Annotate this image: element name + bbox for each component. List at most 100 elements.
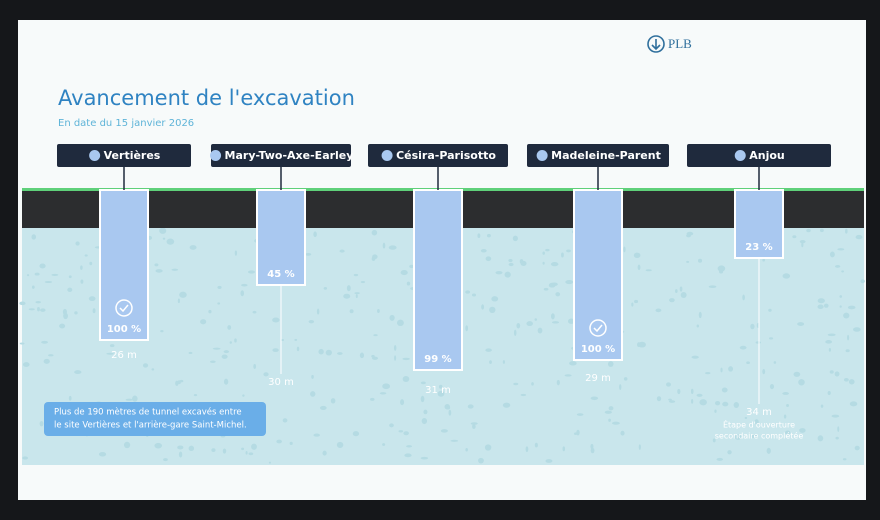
soil-dot xyxy=(75,241,80,246)
soil-dot xyxy=(623,246,626,253)
soil-dot xyxy=(619,384,622,390)
soil-dot xyxy=(234,250,238,256)
soil-dot xyxy=(576,413,584,416)
soil-dot xyxy=(125,398,133,401)
soil-dot xyxy=(37,307,40,312)
soil-dot xyxy=(323,287,328,290)
soil-dot xyxy=(106,352,114,355)
logo: PLB xyxy=(647,35,692,53)
depth-label: 30 m xyxy=(268,377,294,388)
soil-dot xyxy=(396,319,404,327)
soil-dot xyxy=(853,327,861,332)
soil-dot xyxy=(402,357,410,361)
station-dot xyxy=(536,150,548,161)
progress-label: 100 % xyxy=(581,344,615,355)
soil-dot xyxy=(322,450,327,456)
soil-dot xyxy=(656,396,662,402)
soil-dot xyxy=(88,296,96,302)
soil-dot xyxy=(123,441,131,449)
soil-dot xyxy=(163,458,168,462)
soil-dot xyxy=(699,399,707,406)
soil-dot xyxy=(786,403,789,408)
soil-dot xyxy=(177,445,184,450)
soil-dot xyxy=(379,392,387,395)
soil-dot xyxy=(855,234,863,240)
soil-dot xyxy=(223,350,230,354)
soil-dot xyxy=(151,368,155,371)
soil-dot xyxy=(827,391,831,396)
note-line: le site Vertières et l'arrière-gare Sain… xyxy=(54,420,247,431)
soil-dot xyxy=(296,346,300,352)
soil-dot xyxy=(403,431,409,436)
soil-dot xyxy=(565,280,574,285)
soil-dot xyxy=(282,418,288,423)
soil-dot xyxy=(573,432,578,435)
soil-dot xyxy=(543,287,549,291)
soil-dot xyxy=(26,274,30,277)
soil-dot xyxy=(193,394,198,397)
soil-dot xyxy=(608,406,614,411)
soil-dot xyxy=(842,458,847,461)
soil-dot xyxy=(525,446,529,453)
soil-dot xyxy=(567,318,575,324)
soil-dot xyxy=(352,431,360,437)
soil-dot xyxy=(353,273,359,277)
soil-dot xyxy=(171,268,179,271)
logo-arrow xyxy=(651,39,661,51)
soil-dot xyxy=(217,302,221,305)
soil-dot xyxy=(716,457,724,461)
soil-dot xyxy=(762,368,766,375)
soil-dot xyxy=(406,281,411,286)
depth-label: 26 m xyxy=(111,350,137,361)
soil-dot xyxy=(212,347,221,350)
soil-dot xyxy=(409,264,415,269)
soil-dot xyxy=(39,263,46,269)
soil-dot xyxy=(19,342,25,345)
soil-dot xyxy=(829,370,834,374)
soil-dot xyxy=(465,447,468,452)
soil-dot xyxy=(377,309,380,313)
soil-dot xyxy=(608,418,611,422)
soil-dot xyxy=(766,447,771,454)
soil-dot xyxy=(446,405,451,410)
soil-dot xyxy=(393,345,397,351)
shaft xyxy=(99,189,149,341)
complete-check xyxy=(119,304,129,313)
soil-dot xyxy=(520,393,527,397)
soil-dot xyxy=(705,372,711,375)
soil-dot xyxy=(677,388,681,395)
station-name: Césira-Parisotto xyxy=(396,149,496,162)
soil-dot xyxy=(508,258,513,263)
soil-dot xyxy=(43,358,50,364)
progress-label: 99 % xyxy=(424,354,451,365)
soil-dot xyxy=(294,338,298,341)
soil-dot xyxy=(420,395,425,403)
soil-dot xyxy=(633,252,641,259)
soil-dot xyxy=(440,429,448,433)
soil-dot xyxy=(798,379,805,386)
soil-dot xyxy=(59,323,66,329)
soil-dot xyxy=(31,234,37,240)
soil-dot xyxy=(534,442,538,448)
soil-dot xyxy=(360,280,366,284)
soil-dot xyxy=(750,323,755,330)
soil-dot xyxy=(402,375,410,383)
soil-dot xyxy=(319,405,327,411)
soil-dot xyxy=(691,398,694,404)
soil-dot xyxy=(819,228,824,233)
soil-dot xyxy=(734,434,742,440)
soil-dot xyxy=(564,374,572,377)
soil-dot xyxy=(247,270,256,274)
soil-dot xyxy=(313,433,320,437)
soil-dot xyxy=(686,260,690,263)
soil-dot xyxy=(371,256,376,261)
soil-dot xyxy=(471,293,477,297)
soil-dot xyxy=(631,302,634,307)
soil-dot xyxy=(531,382,534,386)
soil-dot xyxy=(799,428,806,433)
soil-dot xyxy=(272,348,279,353)
soil-dot xyxy=(325,349,332,356)
complete-icon xyxy=(589,319,607,337)
station-dot xyxy=(381,150,393,161)
soil-dot xyxy=(542,251,545,255)
